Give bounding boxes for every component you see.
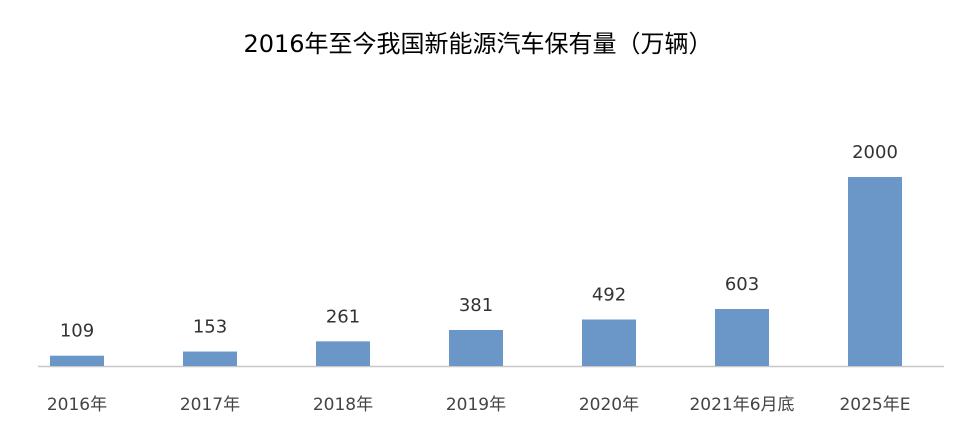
value-label: 492	[592, 285, 626, 306]
x-tick-label: 2017年	[180, 395, 240, 415]
x-tick-label: 2025年E	[839, 395, 910, 415]
value-label: 261	[326, 306, 360, 327]
bar	[582, 319, 636, 366]
x-tick-label: 2020年	[579, 395, 639, 415]
bar	[848, 177, 902, 366]
bar	[183, 351, 237, 366]
value-label: 381	[459, 295, 493, 316]
x-tick-label: 2016年	[47, 395, 107, 415]
value-label: 603	[725, 274, 759, 295]
bar	[449, 329, 503, 366]
chart-title: 2016年至今我国新能源汽车保有量（万辆）	[243, 30, 712, 58]
x-tick-label: 2018年	[313, 395, 373, 415]
x-tick-label: 2019年	[446, 395, 506, 415]
bar	[50, 355, 104, 366]
x-tick-label: 2021年6月底	[689, 395, 794, 415]
value-label: 109	[60, 321, 94, 342]
value-label: 153	[193, 317, 227, 338]
value-label: 2000	[852, 142, 898, 163]
bar	[715, 309, 769, 366]
bar	[316, 341, 370, 366]
